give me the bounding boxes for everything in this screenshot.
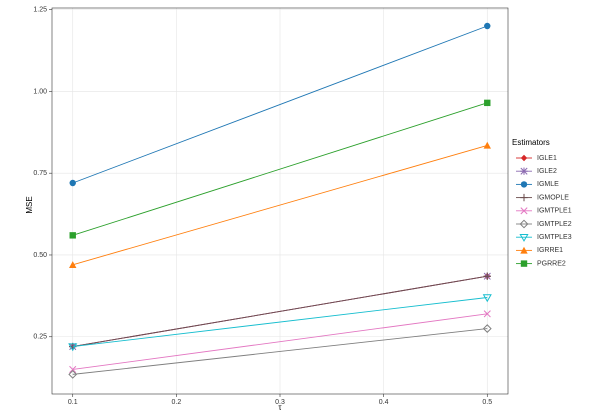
series-line (72, 313, 488, 370)
marker (520, 193, 528, 202)
series-line (72, 102, 488, 236)
legend-label: IGRRE1 (537, 247, 563, 254)
legend-label: IGMOPLE (537, 194, 569, 201)
marker (519, 234, 529, 242)
marker (69, 232, 76, 239)
marker (520, 260, 528, 267)
y-tick-label: 0.50 (33, 252, 47, 259)
series-line (72, 144, 488, 266)
marker (484, 99, 491, 107)
plot-border (51, 7, 509, 395)
legend-label: IGMTPLE1 (537, 208, 572, 215)
series-line (72, 297, 488, 348)
marker (68, 343, 78, 352)
marker (484, 22, 491, 30)
marker (483, 272, 491, 280)
marker (520, 154, 528, 162)
marker (69, 261, 77, 268)
marker (520, 181, 528, 188)
marker (69, 365, 77, 374)
y-tick-label: 0.25 (33, 334, 47, 341)
series-line (72, 328, 488, 375)
legend-label: IGMTPLE3 (537, 234, 572, 241)
legend-title: Estimators (512, 138, 550, 147)
marker (520, 167, 528, 175)
marker (482, 294, 492, 303)
x-tick-label: 0.1 (68, 399, 78, 406)
x-tick-label: 0.5 (482, 399, 492, 406)
marker (483, 141, 491, 149)
x-tick-label: 0.4 (379, 399, 389, 406)
x-tick-label: 0.3 (275, 399, 285, 406)
marker (69, 179, 76, 187)
y-axis-title: MSE (25, 196, 34, 213)
y-tick-label: 0.75 (33, 170, 47, 177)
marker (482, 324, 492, 333)
marker (68, 369, 78, 379)
y-tick-label: 1.25 (33, 6, 47, 13)
marker (520, 207, 528, 215)
legend-label: IGMTPLE2 (537, 221, 572, 228)
marker (520, 246, 528, 254)
series-line (72, 25, 488, 184)
y-tick-label: 1.00 (33, 88, 47, 95)
legend-label: PGRRE2 (537, 260, 566, 267)
x-axis-title: τ (278, 403, 282, 412)
x-tick-label: 0.2 (171, 399, 181, 406)
marker (519, 219, 529, 229)
legend-label: IGLE1 (537, 155, 557, 162)
series-line (72, 275, 488, 348)
legend-label: IGLE2 (537, 168, 557, 175)
marker (483, 310, 491, 318)
legend-label: IGMLE (537, 181, 559, 188)
